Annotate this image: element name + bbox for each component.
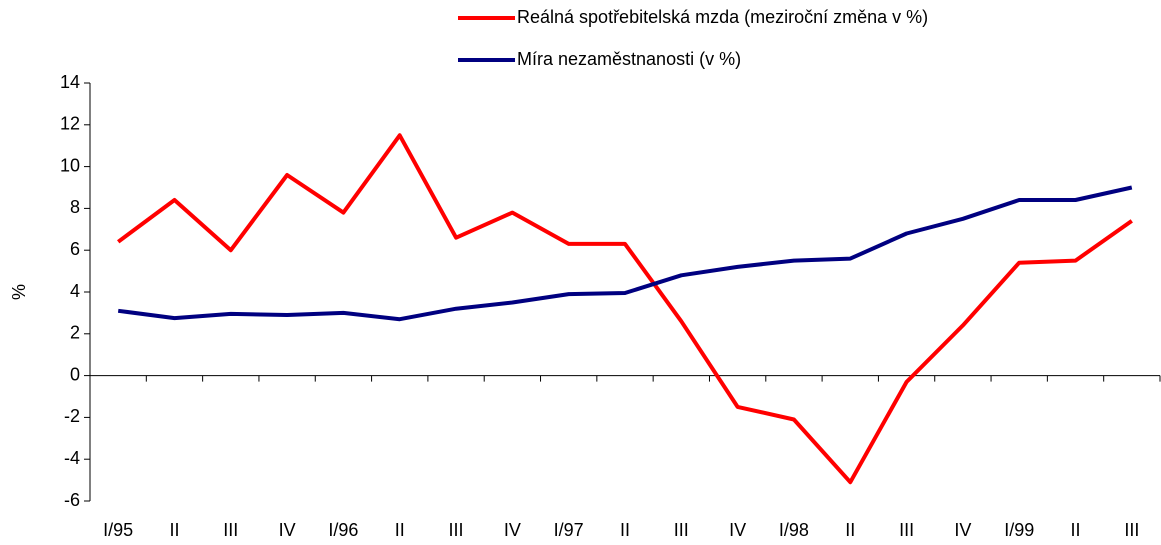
y-axis-label: %	[9, 284, 29, 300]
y-tick-label: 14	[60, 72, 80, 92]
x-tick-label: III	[899, 520, 914, 540]
x-tick-label: IV	[729, 520, 746, 540]
x-tick-label: III	[674, 520, 689, 540]
series-line	[117, 133, 1133, 485]
x-tick-label: II	[395, 520, 405, 540]
x-tick-label: IV	[954, 520, 971, 540]
legend-label: Reálná spotřebitelská mzda (meziroční zm…	[517, 7, 928, 27]
legend-label: Míra nezaměstnanosti (v %)	[517, 49, 741, 69]
y-tick-label: 12	[60, 114, 80, 134]
y-tick-label: 6	[70, 239, 80, 259]
y-tick-label: 4	[70, 281, 80, 301]
x-tick-label: I/97	[554, 520, 584, 540]
x-tick-label: IV	[504, 520, 521, 540]
x-tick-label: II	[169, 520, 179, 540]
y-tick-label: -2	[64, 406, 80, 426]
x-tick-label: IV	[279, 520, 296, 540]
y-tick-label: -6	[64, 490, 80, 510]
x-tick-label: I/96	[328, 520, 358, 540]
y-tick-label: 0	[70, 364, 80, 384]
x-tick-label: III	[1124, 520, 1139, 540]
y-tick-label: 10	[60, 155, 80, 175]
x-tick-label: II	[845, 520, 855, 540]
x-tick-label: I/99	[1004, 520, 1034, 540]
x-tick-label: I/95	[103, 520, 133, 540]
x-tick-label: II	[620, 520, 630, 540]
y-tick-label: 8	[70, 197, 80, 217]
x-tick-label: III	[449, 520, 464, 540]
x-tick-label: II	[1071, 520, 1081, 540]
series-line	[117, 185, 1133, 322]
x-tick-label: I/98	[779, 520, 809, 540]
y-tick-label: -4	[64, 448, 80, 468]
x-tick-label: III	[223, 520, 238, 540]
y-tick-label: 2	[70, 323, 80, 343]
